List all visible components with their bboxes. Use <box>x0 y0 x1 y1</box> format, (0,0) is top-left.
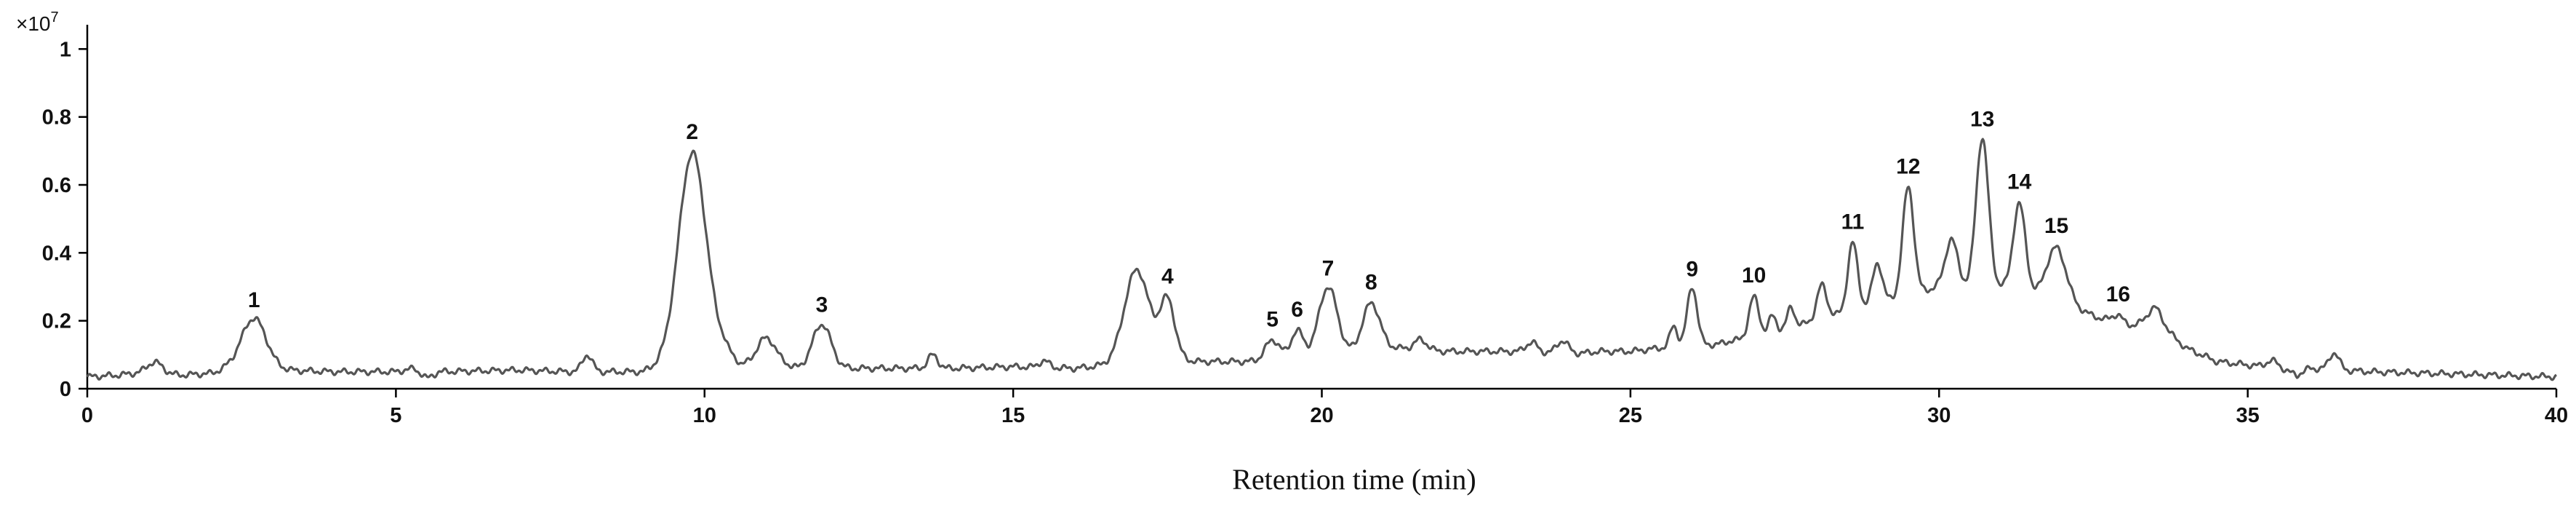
peak-label-6: 6 <box>1291 298 1303 322</box>
x-tick-label: 0 <box>81 404 93 427</box>
y-tick-label: 0.6 <box>42 174 71 197</box>
peak-label-1: 1 <box>248 288 260 312</box>
x-tick-label: 5 <box>390 404 401 427</box>
chromatogram-trace <box>86 138 2557 381</box>
peak-label-3: 3 <box>816 293 828 317</box>
x-tick-label: 30 <box>1927 404 1951 427</box>
peak-label-4: 4 <box>1161 264 1174 288</box>
x-tick-label: 25 <box>1619 404 1642 427</box>
y-tick-label: 0.4 <box>42 242 71 265</box>
trace-group <box>86 138 2557 381</box>
y-multiplier-base: ×10 <box>16 12 51 35</box>
peak-label-12: 12 <box>1896 155 1920 179</box>
y-multiplier-label: ×107 <box>16 9 59 35</box>
peak-label-7: 7 <box>1322 257 1335 281</box>
y-tick-label: 0.8 <box>42 106 71 130</box>
x-tick-label: 40 <box>2545 404 2568 427</box>
y-tick-label: 1 <box>60 38 71 61</box>
x-axis-title: Retention time (min) <box>1232 463 1476 496</box>
peak-label-8: 8 <box>1365 270 1377 294</box>
peak-label-10: 10 <box>1742 264 1766 288</box>
y-tick-label: 0.2 <box>42 310 71 333</box>
peak-label-14: 14 <box>2007 170 2032 194</box>
peak-label-9: 9 <box>1686 257 1698 281</box>
x-tick-label: 15 <box>1001 404 1025 427</box>
peak-label-15: 15 <box>2044 214 2068 238</box>
x-tick-label: 20 <box>1310 404 1333 427</box>
y-multiplier-exponent: 7 <box>51 9 59 25</box>
peak-label-13: 13 <box>1970 108 1994 132</box>
x-tick-label: 35 <box>2236 404 2259 427</box>
peak-label-5: 5 <box>1266 308 1279 332</box>
x-tick-label: 10 <box>693 404 716 427</box>
y-tick-label: 0 <box>60 378 71 401</box>
peak-label-11: 11 <box>1841 210 1865 234</box>
peak-label-2: 2 <box>686 120 698 144</box>
peak-label-16: 16 <box>2106 282 2130 306</box>
